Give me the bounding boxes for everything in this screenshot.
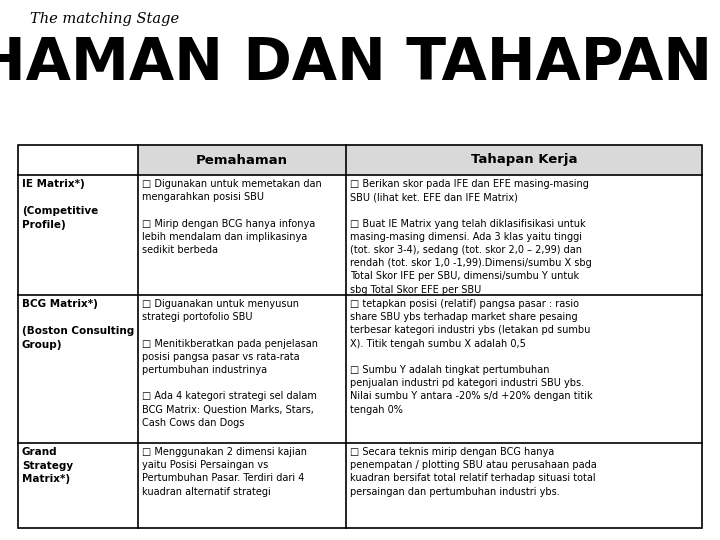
Text: Pemahaman: Pemahaman	[196, 153, 288, 166]
Text: The matching Stage: The matching Stage	[30, 12, 179, 26]
Text: □ Berikan skor pada IFE dan EFE masing-masing
SBU (lihat ket. EFE dan IFE Matrix: □ Berikan skor pada IFE dan EFE masing-m…	[351, 179, 592, 295]
Text: □ Secara teknis mirip dengan BCG hanya
penempatan / plotting SBU atau perusahaan: □ Secara teknis mirip dengan BCG hanya p…	[351, 447, 597, 497]
Bar	[18, 145, 702, 528]
Text: □ Diguanakan untuk menyusun
strategi portofolio SBU

□ Menitikberatkan pada penj: □ Diguanakan untuk menyusun strategi por…	[142, 299, 318, 428]
Text: Tahapan Kerja: Tahapan Kerja	[471, 153, 577, 166]
Text: PEMAHAMAN DAN TAHAPAN KERJA: PEMAHAMAN DAN TAHAPAN KERJA	[0, 35, 720, 92]
Text: □ Digunakan untuk memetakan dan
mengarahkan posisi SBU

□ Mirip dengan BCG hanya: □ Digunakan untuk memetakan dan mengarah…	[142, 179, 321, 255]
Text: □ tetapkan posisi (relatif) pangsa pasar : rasio
share SBU ybs terhadap market s: □ tetapkan posisi (relatif) pangsa pasar…	[351, 299, 593, 415]
Text: Grand
Strategy
Matrix*): Grand Strategy Matrix*)	[22, 447, 73, 484]
Text: BCG Matrix*)

(Boston Consulting
Group): BCG Matrix*) (Boston Consulting Group)	[22, 299, 134, 350]
Text: IE Matrix*)

(Competitive
Profile): IE Matrix*) (Competitive Profile)	[22, 179, 98, 230]
Text: □ Menggunakan 2 dimensi kajian
yaitu Posisi Persaingan vs
Pertumbuhan Pasar. Ter: □ Menggunakan 2 dimensi kajian yaitu Pos…	[142, 447, 307, 497]
Bar	[138, 145, 702, 175]
